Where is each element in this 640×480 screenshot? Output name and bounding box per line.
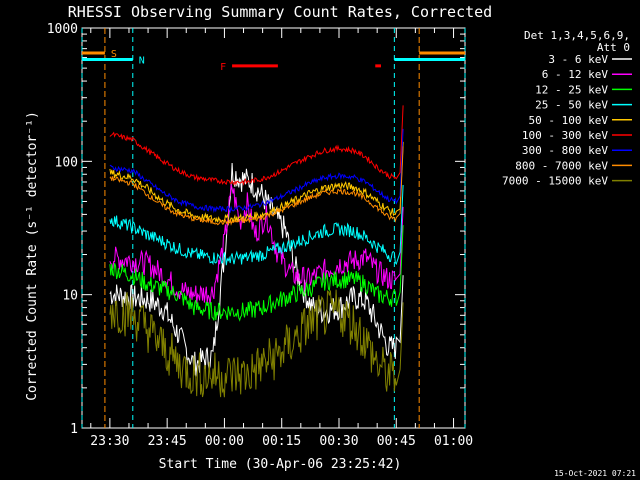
x-tick-label: 23:45: [148, 434, 187, 449]
legend-entry-label: 7000 - 15000 keV: [502, 175, 608, 188]
legend-header: Det 1,3,4,5,6,9,: [524, 29, 630, 42]
x-tick-label: 00:00: [205, 434, 244, 449]
legend-entry-label: 3 - 6 keV: [548, 53, 608, 66]
y-tick-label: 100: [55, 155, 78, 170]
x-tick-label: 00:30: [319, 434, 358, 449]
series-line-7: [109, 146, 404, 226]
series-line-0: [109, 162, 404, 377]
legend-header: Att 0: [597, 41, 630, 54]
series-line-4: [109, 141, 404, 224]
legend-entry-label: 12 - 25 keV: [535, 83, 608, 96]
legend-entry-label: 50 - 100 keV: [529, 114, 609, 127]
series-line-5: [109, 105, 404, 186]
x-axis-label: Start Time (30-Apr-06 23:25:42): [159, 457, 402, 472]
y-tick-label: 10: [62, 289, 78, 304]
footer-date: 15-Oct-2021 07:21: [554, 469, 636, 478]
x-tick-label: 00:45: [377, 434, 416, 449]
legend-entry-label: 6 - 12 keV: [542, 68, 609, 81]
x-tick-label: 01:00: [434, 434, 473, 449]
chart-title: RHESSI Observing Summary Count Rates, Co…: [68, 3, 492, 21]
y-axis-label: Corrected Count Rate (s⁻¹ detector⁻¹): [25, 111, 40, 401]
x-tick-label: 23:30: [90, 434, 129, 449]
flag-label-F: F: [220, 62, 226, 73]
series-line-6: [109, 128, 404, 214]
x-tick-label: 00:15: [262, 434, 301, 449]
legend-entry-label: 300 - 800 keV: [522, 144, 608, 157]
legend-entry-label: 25 - 50 keV: [535, 99, 608, 112]
series-line-2: [109, 225, 404, 322]
flag-label-N: N: [139, 56, 145, 67]
y-tick-label: 1: [70, 422, 78, 437]
legend-entry-label: 100 - 300 keV: [522, 129, 608, 142]
y-tick-label: 1000: [47, 22, 78, 37]
series-line-3: [109, 184, 404, 266]
flag-label-S: S: [111, 49, 117, 60]
legend-entry-label: 800 - 7000 keV: [515, 159, 608, 172]
series-line-1: [109, 184, 404, 305]
series-line-8: [109, 289, 404, 398]
